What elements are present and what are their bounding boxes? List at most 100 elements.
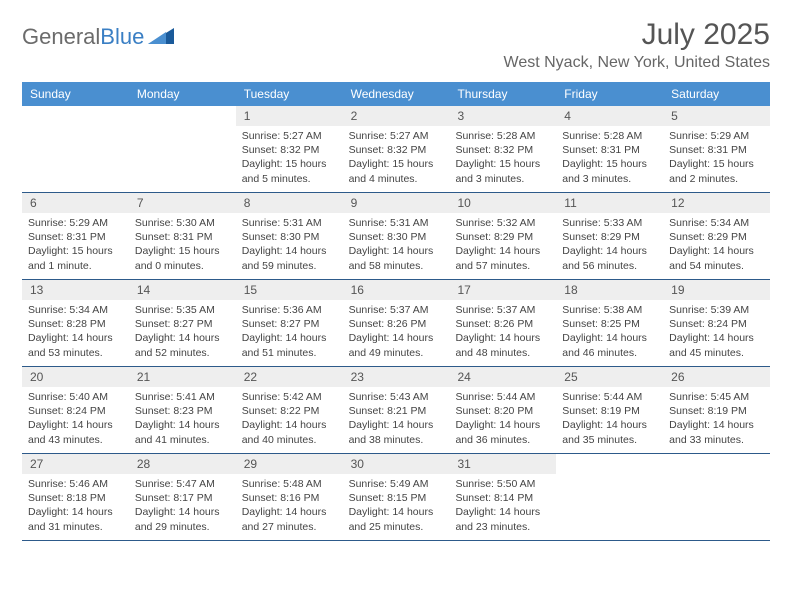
day-body: Sunrise: 5:50 AMSunset: 8:14 PMDaylight:… xyxy=(449,474,556,540)
day-body: Sunrise: 5:43 AMSunset: 8:21 PMDaylight:… xyxy=(343,387,450,453)
day-body: Sunrise: 5:42 AMSunset: 8:22 PMDaylight:… xyxy=(236,387,343,453)
day-number: 23 xyxy=(343,367,450,387)
daylight-line: Daylight: 15 hours and 0 minutes. xyxy=(135,244,230,272)
day-body: Sunrise: 5:33 AMSunset: 8:29 PMDaylight:… xyxy=(556,213,663,279)
logo: GeneralBlue xyxy=(22,24,174,50)
sunrise-line: Sunrise: 5:49 AM xyxy=(349,477,444,491)
calendar-day: 25Sunrise: 5:44 AMSunset: 8:19 PMDayligh… xyxy=(556,367,663,453)
calendar-day: . xyxy=(663,454,770,540)
sunset-line: Sunset: 8:29 PM xyxy=(562,230,657,244)
sunrise-line: Sunrise: 5:36 AM xyxy=(242,303,337,317)
daylight-line: Daylight: 15 hours and 3 minutes. xyxy=(562,157,657,185)
day-body: Sunrise: 5:39 AMSunset: 8:24 PMDaylight:… xyxy=(663,300,770,366)
day-body: Sunrise: 5:37 AMSunset: 8:26 PMDaylight:… xyxy=(449,300,556,366)
sunset-line: Sunset: 8:27 PM xyxy=(135,317,230,331)
daylight-line: Daylight: 14 hours and 45 minutes. xyxy=(669,331,764,359)
daylight-line: Daylight: 14 hours and 29 minutes. xyxy=(135,505,230,533)
calendar-day: 6Sunrise: 5:29 AMSunset: 8:31 PMDaylight… xyxy=(22,193,129,279)
day-body: Sunrise: 5:30 AMSunset: 8:31 PMDaylight:… xyxy=(129,213,236,279)
sunset-line: Sunset: 8:28 PM xyxy=(28,317,123,331)
day-number: 5 xyxy=(663,106,770,126)
day-body: Sunrise: 5:34 AMSunset: 8:28 PMDaylight:… xyxy=(22,300,129,366)
calendar-day: 30Sunrise: 5:49 AMSunset: 8:15 PMDayligh… xyxy=(343,454,450,540)
day-body: Sunrise: 5:45 AMSunset: 8:19 PMDaylight:… xyxy=(663,387,770,453)
sunrise-line: Sunrise: 5:29 AM xyxy=(28,216,123,230)
daylight-line: Daylight: 14 hours and 38 minutes. xyxy=(349,418,444,446)
calendar-day: 26Sunrise: 5:45 AMSunset: 8:19 PMDayligh… xyxy=(663,367,770,453)
calendar-day: 5Sunrise: 5:29 AMSunset: 8:31 PMDaylight… xyxy=(663,106,770,192)
day-number: 22 xyxy=(236,367,343,387)
day-number: 25 xyxy=(556,367,663,387)
calendar-week: 20Sunrise: 5:40 AMSunset: 8:24 PMDayligh… xyxy=(22,367,770,454)
calendar-day: 8Sunrise: 5:31 AMSunset: 8:30 PMDaylight… xyxy=(236,193,343,279)
daylight-line: Daylight: 14 hours and 23 minutes. xyxy=(455,505,550,533)
day-number: 28 xyxy=(129,454,236,474)
day-body: Sunrise: 5:47 AMSunset: 8:17 PMDaylight:… xyxy=(129,474,236,540)
sunrise-line: Sunrise: 5:40 AM xyxy=(28,390,123,404)
calendar-day: 14Sunrise: 5:35 AMSunset: 8:27 PMDayligh… xyxy=(129,280,236,366)
day-number: 1 xyxy=(236,106,343,126)
day-number: 16 xyxy=(343,280,450,300)
calendar-day: 7Sunrise: 5:30 AMSunset: 8:31 PMDaylight… xyxy=(129,193,236,279)
calendar-day: 24Sunrise: 5:44 AMSunset: 8:20 PMDayligh… xyxy=(449,367,556,453)
daylight-line: Daylight: 14 hours and 53 minutes. xyxy=(28,331,123,359)
calendar-day: 20Sunrise: 5:40 AMSunset: 8:24 PMDayligh… xyxy=(22,367,129,453)
day-body: Sunrise: 5:38 AMSunset: 8:25 PMDaylight:… xyxy=(556,300,663,366)
sunset-line: Sunset: 8:27 PM xyxy=(242,317,337,331)
calendar-day: 27Sunrise: 5:46 AMSunset: 8:18 PMDayligh… xyxy=(22,454,129,540)
sunrise-line: Sunrise: 5:41 AM xyxy=(135,390,230,404)
day-number: 26 xyxy=(663,367,770,387)
sunrise-line: Sunrise: 5:47 AM xyxy=(135,477,230,491)
weekday-header: Wednesday xyxy=(343,82,450,106)
sunrise-line: Sunrise: 5:32 AM xyxy=(455,216,550,230)
day-body: Sunrise: 5:34 AMSunset: 8:29 PMDaylight:… xyxy=(663,213,770,279)
sunset-line: Sunset: 8:24 PM xyxy=(28,404,123,418)
calendar-week: 6Sunrise: 5:29 AMSunset: 8:31 PMDaylight… xyxy=(22,193,770,280)
title-block: July 2025 West Nyack, New York, United S… xyxy=(504,18,770,72)
daylight-line: Daylight: 14 hours and 57 minutes. xyxy=(455,244,550,272)
calendar-day: 21Sunrise: 5:41 AMSunset: 8:23 PMDayligh… xyxy=(129,367,236,453)
calendar-day: 31Sunrise: 5:50 AMSunset: 8:14 PMDayligh… xyxy=(449,454,556,540)
weekday-header: Sunday xyxy=(22,82,129,106)
weekday-header: Saturday xyxy=(663,82,770,106)
sunrise-line: Sunrise: 5:44 AM xyxy=(562,390,657,404)
calendar-day: 3Sunrise: 5:28 AMSunset: 8:32 PMDaylight… xyxy=(449,106,556,192)
calendar-day: 2Sunrise: 5:27 AMSunset: 8:32 PMDaylight… xyxy=(343,106,450,192)
day-body: Sunrise: 5:27 AMSunset: 8:32 PMDaylight:… xyxy=(236,126,343,192)
day-number: 24 xyxy=(449,367,556,387)
calendar-day: 1Sunrise: 5:27 AMSunset: 8:32 PMDaylight… xyxy=(236,106,343,192)
sunset-line: Sunset: 8:30 PM xyxy=(242,230,337,244)
daylight-line: Daylight: 14 hours and 49 minutes. xyxy=(349,331,444,359)
calendar-day: 16Sunrise: 5:37 AMSunset: 8:26 PMDayligh… xyxy=(343,280,450,366)
daylight-line: Daylight: 14 hours and 48 minutes. xyxy=(455,331,550,359)
calendar-day: 19Sunrise: 5:39 AMSunset: 8:24 PMDayligh… xyxy=(663,280,770,366)
sunset-line: Sunset: 8:31 PM xyxy=(28,230,123,244)
day-body: Sunrise: 5:35 AMSunset: 8:27 PMDaylight:… xyxy=(129,300,236,366)
day-body: Sunrise: 5:49 AMSunset: 8:15 PMDaylight:… xyxy=(343,474,450,540)
sunrise-line: Sunrise: 5:46 AM xyxy=(28,477,123,491)
sunrise-line: Sunrise: 5:29 AM xyxy=(669,129,764,143)
header: GeneralBlue July 2025 West Nyack, New Yo… xyxy=(22,18,770,72)
sunrise-line: Sunrise: 5:27 AM xyxy=(349,129,444,143)
calendar-day: 9Sunrise: 5:31 AMSunset: 8:30 PMDaylight… xyxy=(343,193,450,279)
calendar-week: 13Sunrise: 5:34 AMSunset: 8:28 PMDayligh… xyxy=(22,280,770,367)
sunrise-line: Sunrise: 5:35 AM xyxy=(135,303,230,317)
day-number: 3 xyxy=(449,106,556,126)
sunset-line: Sunset: 8:32 PM xyxy=(242,143,337,157)
sunset-line: Sunset: 8:15 PM xyxy=(349,491,444,505)
daylight-line: Daylight: 14 hours and 41 minutes. xyxy=(135,418,230,446)
sunrise-line: Sunrise: 5:34 AM xyxy=(669,216,764,230)
daylight-line: Daylight: 14 hours and 56 minutes. xyxy=(562,244,657,272)
daylight-line: Daylight: 14 hours and 40 minutes. xyxy=(242,418,337,446)
sunrise-line: Sunrise: 5:43 AM xyxy=(349,390,444,404)
calendar-day: 13Sunrise: 5:34 AMSunset: 8:28 PMDayligh… xyxy=(22,280,129,366)
day-number: 19 xyxy=(663,280,770,300)
day-number: 18 xyxy=(556,280,663,300)
day-body: Sunrise: 5:27 AMSunset: 8:32 PMDaylight:… xyxy=(343,126,450,192)
calendar-day: 28Sunrise: 5:47 AMSunset: 8:17 PMDayligh… xyxy=(129,454,236,540)
day-body: Sunrise: 5:37 AMSunset: 8:26 PMDaylight:… xyxy=(343,300,450,366)
sunrise-line: Sunrise: 5:37 AM xyxy=(349,303,444,317)
day-number: 13 xyxy=(22,280,129,300)
sunset-line: Sunset: 8:26 PM xyxy=(455,317,550,331)
day-number: 15 xyxy=(236,280,343,300)
